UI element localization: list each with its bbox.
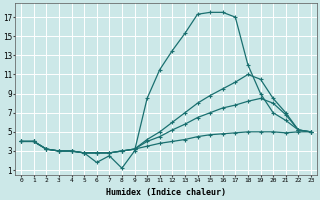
X-axis label: Humidex (Indice chaleur): Humidex (Indice chaleur) — [106, 188, 226, 197]
